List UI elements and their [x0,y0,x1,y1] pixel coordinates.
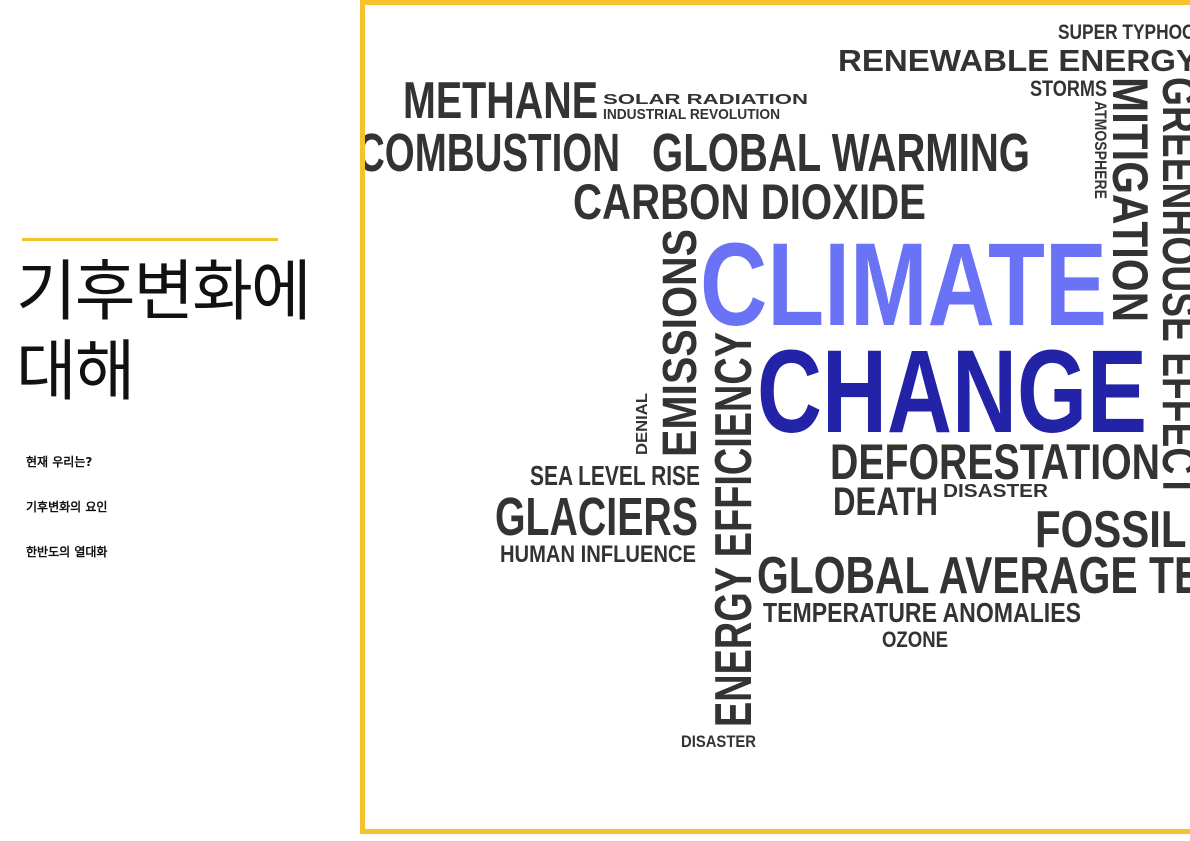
word-death: DEATH [833,480,938,524]
word-atmosphere: ATMOSPHERE [1091,101,1110,199]
word-global-warming: GLOBAL WARMING [652,123,1030,183]
word-renewable-energy: RENEWABLE ENERGY [838,43,1190,78]
word-global-average-temperature: GLOBAL AVERAGE TEMPERATURE [757,547,1190,605]
word-industrial-revolution: INDUSTRIAL REVOLUTION [603,106,780,123]
agenda-item-causes[interactable]: 기후변화의 요인 [26,500,108,514]
title-line-1: 기후변화에 [16,253,312,330]
word-denial: DENIAL [634,393,651,455]
image-frame: SUPER TYPHOON RENEWABLE ENERGY METHANE S… [360,0,1190,834]
agenda-item-current[interactable]: 현재 우리는? [26,455,93,469]
word-methane: METHANE [403,72,598,130]
word-energy-efficiency: ENERGY EFFICIENCY [705,332,763,727]
title-line-2: 대해 [16,333,135,410]
word-deforestation: DEFORESTATION [830,434,1160,490]
word-carbon-dioxide: CARBON DIOXIDE [573,174,926,230]
word-glaciers: GLACIERS [495,487,698,547]
word-super-typhoon: SUPER TYPHOON [1058,21,1190,44]
word-disaster: DISASTER [943,481,1048,501]
word-climate: CLIMATE [700,219,1107,351]
word-sea-level-rise: SEA LEVEL RISE [530,460,700,491]
word-ozone: OZONE [882,627,948,652]
agenda-list: 현재 우리는? 기후변화의 요인 한반도의 열대화 [26,450,107,585]
title-accent-line [22,238,278,241]
slide-title: 기후변화에 대해 [16,252,356,412]
climate-change-word-cloud: SUPER TYPHOON RENEWABLE ENERGY METHANE S… [365,21,1190,751]
word-mitigation: MITIGATION [1102,77,1158,322]
word-storms: STORMS [1030,76,1107,101]
word-solar-radiation: SOLAR RADIATION [603,91,808,108]
word-human-influence: HUMAN INFLUENCE [500,541,696,568]
word-combustion: COMBUSTION [365,123,620,183]
word-greenhouse-effect: GREENHOUSE EFFECT [1152,77,1190,497]
word-fossil-fuels: FOSSIL FUELS [1035,501,1190,559]
word-emissions: EMISSIONS [654,229,707,457]
word-disaster-bottom: DISASTER [681,732,756,751]
word-change: CHANGE [757,326,1147,458]
word-temperature-anomalies: TEMPERATURE ANOMALIES [763,597,1081,628]
agenda-item-tropicalization[interactable]: 한반도의 열대화 [26,545,108,559]
